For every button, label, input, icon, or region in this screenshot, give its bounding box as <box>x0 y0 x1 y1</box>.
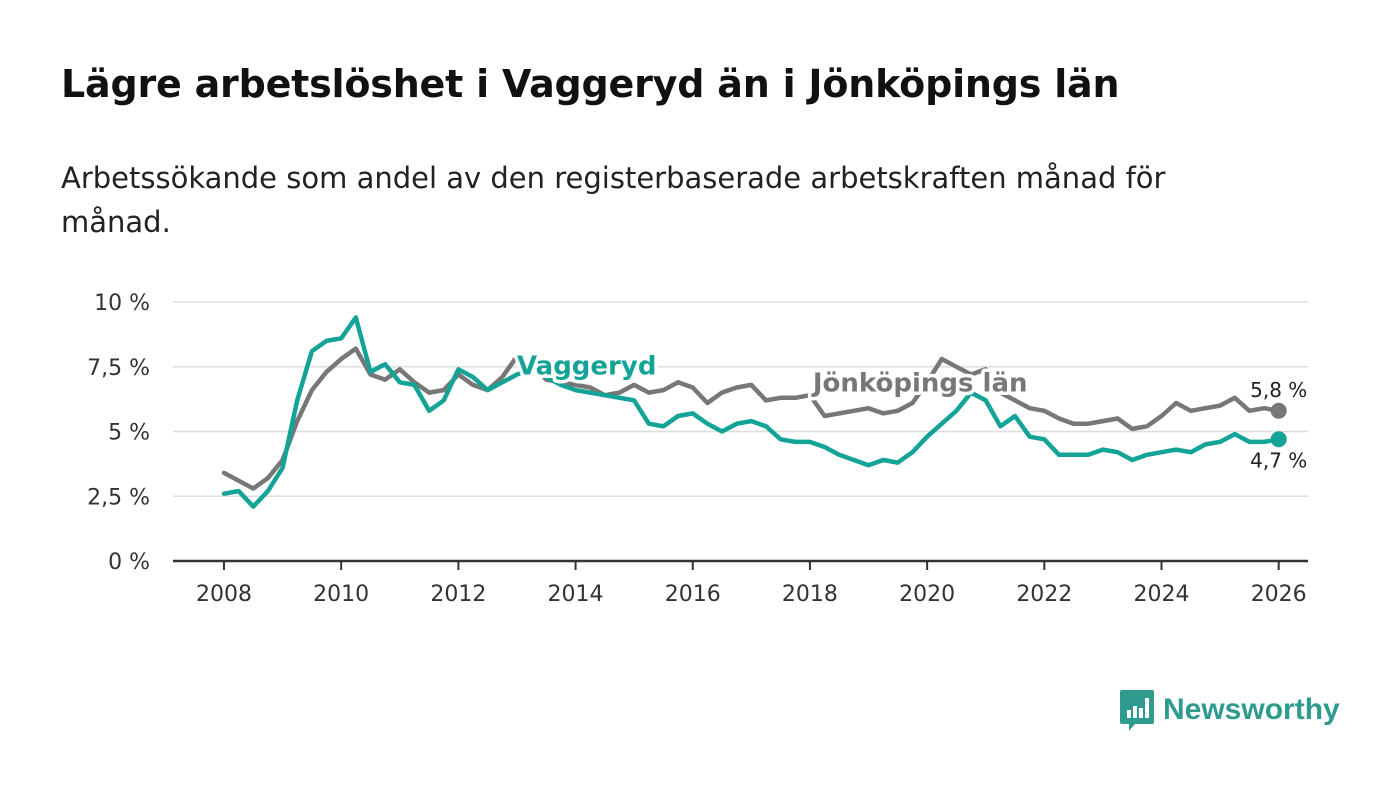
x-tick-label: 2022 <box>1016 582 1072 607</box>
end-label-vaggeryd: 4,7 % <box>1250 448 1307 472</box>
chart-title: Lägre arbetslöshet i Vaggeryd än i Jönkö… <box>61 62 1120 106</box>
y-tick-label: 5 % <box>108 421 150 446</box>
series-label-lan: Jönköpings län <box>811 368 1028 398</box>
series-label-vaggeryd: Vaggeryd <box>517 352 656 382</box>
chart-subtitle: Arbetssökande som andel av den registerb… <box>61 161 1166 239</box>
y-tick-label: 10 % <box>94 291 150 316</box>
brand-name: Newsworthy <box>1163 693 1340 726</box>
x-tick-label: 2008 <box>196 582 252 607</box>
x-tick-label: 2026 <box>1251 582 1307 607</box>
series-line-lan <box>221 346 1281 491</box>
x-tick-label: 2020 <box>899 582 955 607</box>
y-tick-label: 2,5 % <box>87 485 150 510</box>
x-tick-label: 2016 <box>665 582 721 607</box>
label-layer: Vaggeryd Jönköpings län 5,8 % 4,7 % <box>513 348 1310 476</box>
x-tick-label: 2018 <box>782 582 838 607</box>
end-label-lan: 5,8 % <box>1250 378 1307 402</box>
x-tick-label: 2012 <box>430 582 486 607</box>
end-point-vaggeryd <box>1270 431 1287 448</box>
brand: Newsworthy <box>1119 688 1340 732</box>
newsworthy-logo-icon <box>1120 690 1154 731</box>
grid-layer: 0 % 2,5 % 5 % 7,5 % 10 % 2008 2010 2012 2014 2016… <box>87 291 1308 607</box>
y-tick-label: 7,5 % <box>87 356 150 381</box>
x-tick-label: 2010 <box>313 582 369 607</box>
series-line-vaggeryd <box>221 315 1281 509</box>
x-tick-label: 2014 <box>548 582 604 607</box>
series-layer <box>221 315 1287 509</box>
end-point-lan <box>1270 402 1287 419</box>
x-tick-label: 2024 <box>1134 582 1190 607</box>
y-tick-label: 0 % <box>108 550 150 575</box>
